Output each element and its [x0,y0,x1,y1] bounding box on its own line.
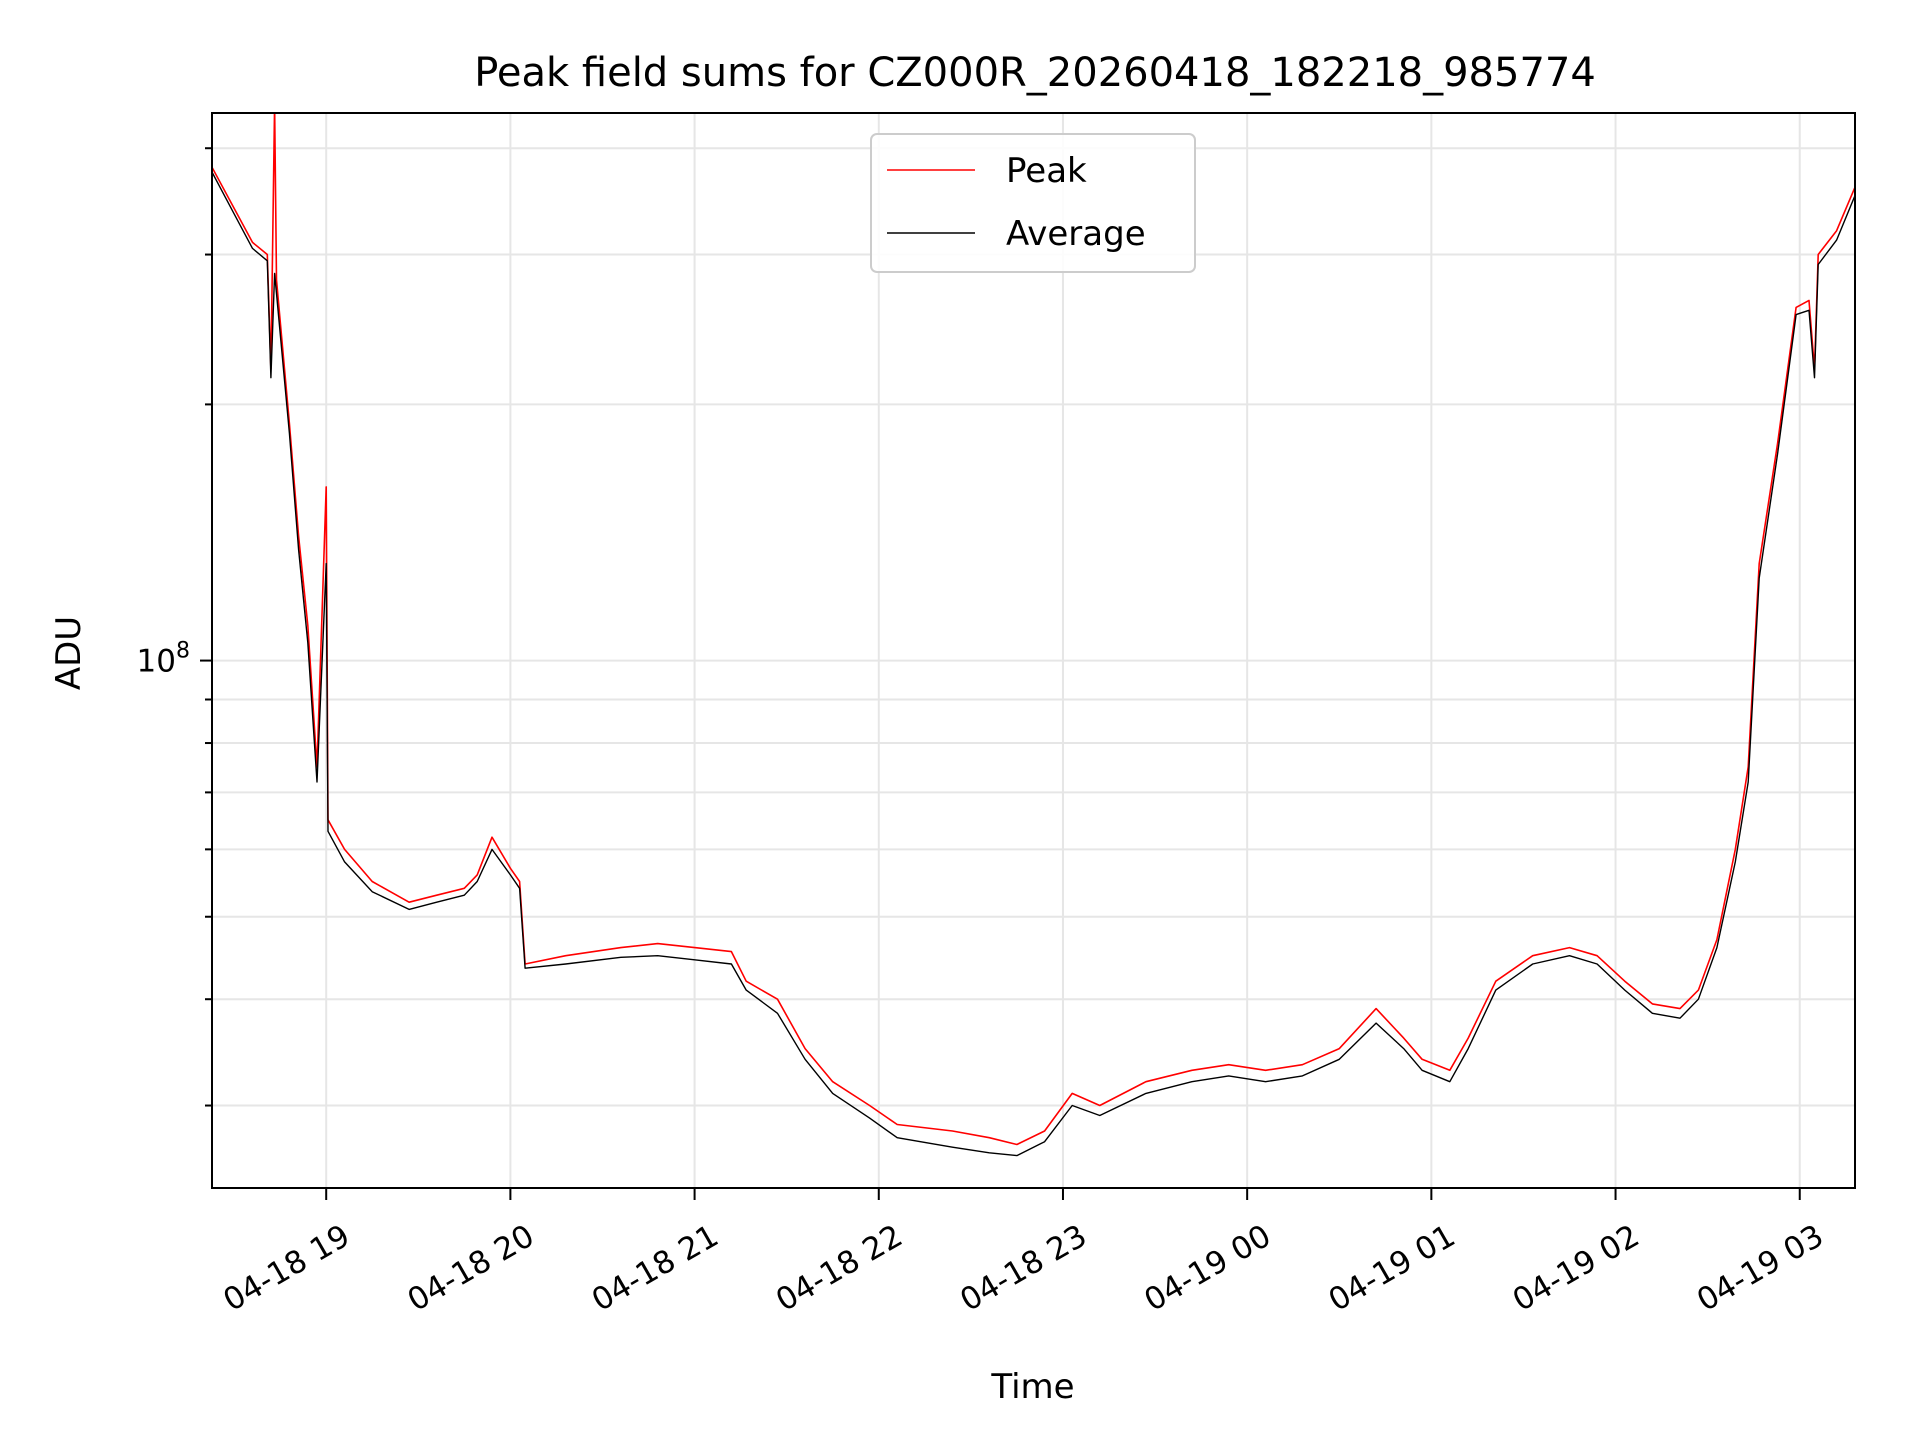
plot-lines [212,113,1855,1157]
x-tick-label: 04-19 00 [1138,1218,1277,1319]
y-axis-ticks: 108 [137,147,212,1107]
x-tick-label: 04-19 02 [1507,1218,1646,1319]
legend: Peak Average [870,133,1196,273]
y-tick-base: 10 [137,644,176,680]
x-tick-label: 04-19 03 [1691,1218,1830,1319]
x-axis-label: Time [990,1367,1074,1407]
y-major-tick-label: 108 [137,639,190,680]
x-tick-label: 04-19 01 [1323,1218,1462,1319]
chart-title: Peak field sums for CZ000R_20260418_1822… [474,50,1596,96]
x-tick-label: 04-18 23 [954,1218,1093,1319]
x-tick-label: 04-18 21 [586,1218,725,1319]
legend-box [870,133,1196,273]
x-tick-label: 04-18 20 [402,1218,541,1319]
y-tick-exponent: 8 [176,639,190,664]
y-axis-label: ADU [49,616,89,690]
x-axis-ticks: 04-18 19 04-18 20 04-18 21 04-18 22 04-18 23… [217,1188,1830,1319]
x-tick-label: 04-18 22 [770,1218,909,1319]
series-line-average [212,171,1855,1157]
legend-label-peak: Peak [1006,151,1087,191]
grid-lines [212,113,1855,1188]
legend-label-average: Average [1006,214,1146,254]
x-tick-label: 04-18 19 [217,1218,356,1319]
plot-frame [211,112,1856,1189]
